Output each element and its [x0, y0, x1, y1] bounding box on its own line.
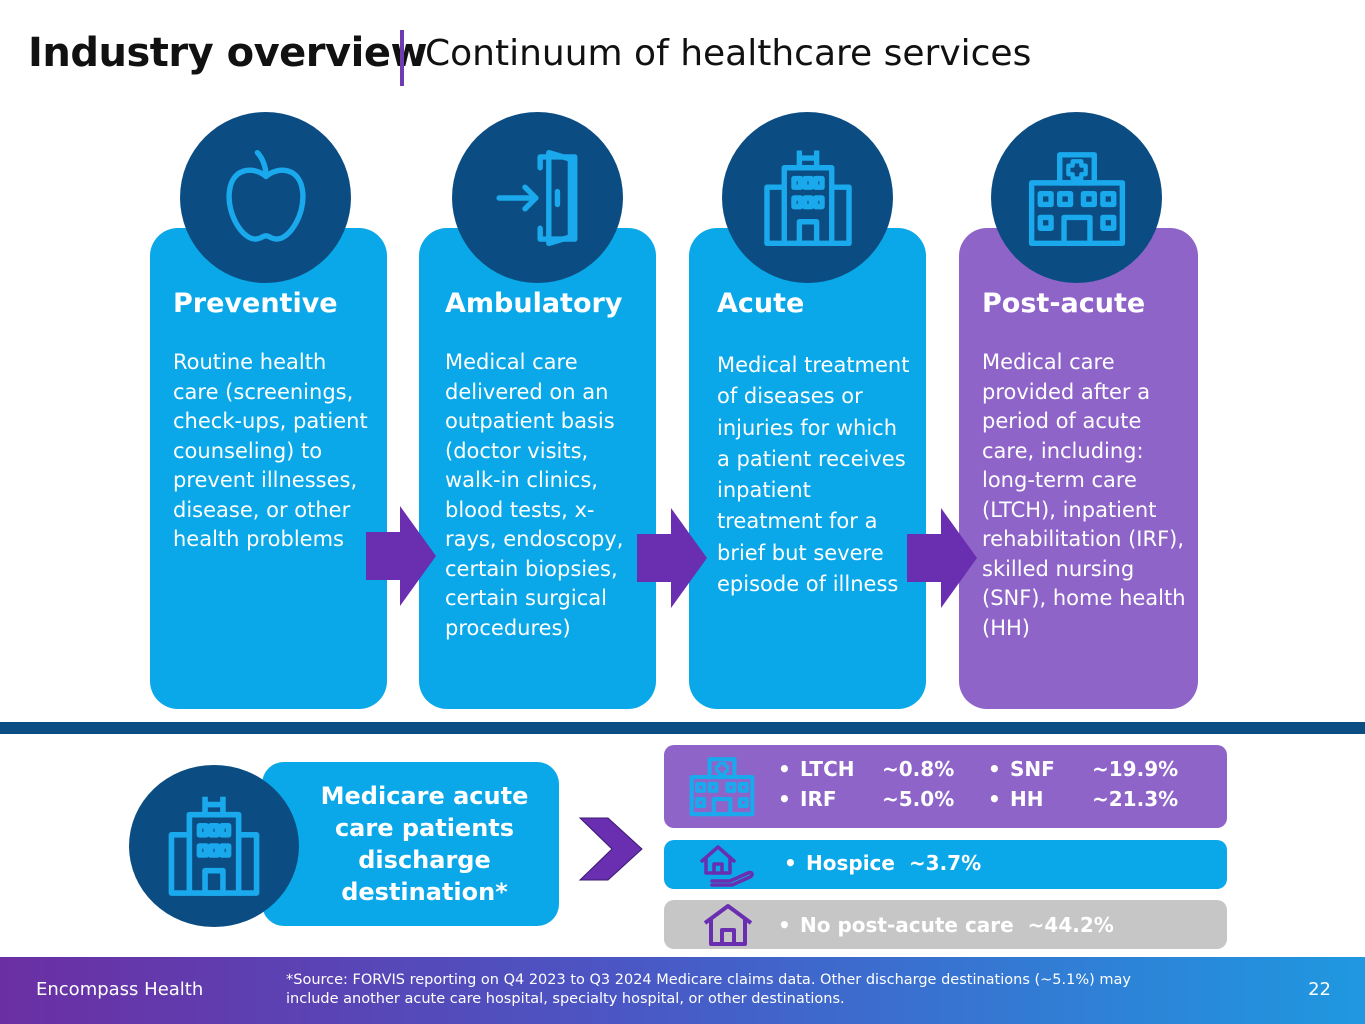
stat-ltch-value: ~0.8%: [882, 757, 955, 781]
hospital-building-icon: [722, 112, 893, 283]
house-icon: [703, 904, 753, 946]
stat-ltch-label: LTCH: [778, 757, 854, 781]
page-subtitle: Continuum of healthcare services: [425, 33, 1032, 74]
hospital-building-icon: [129, 765, 299, 927]
card-title: Preventive: [173, 288, 338, 319]
page-title: Industry overview: [28, 30, 427, 76]
card-post-acute: Post-acute Medical care provided after a…: [959, 228, 1198, 709]
footer-bar: Encompass Health *Source: FORVIS reporti…: [0, 957, 1365, 1024]
arrow-right-icon: [637, 508, 707, 608]
footer-brand: Encompass Health: [36, 979, 204, 1000]
door-enter-icon: [452, 112, 623, 283]
card-title: Post-acute: [982, 288, 1146, 319]
card-description: Medical care provided after a period of …: [982, 350, 1186, 640]
card-title: Acute: [717, 288, 805, 319]
stat-hospice: Hospice ~3.7%: [784, 851, 981, 875]
card-description: Routine health care (screenings, check-u…: [173, 350, 368, 551]
card-preventive: Preventive Routine health care (screenin…: [150, 228, 387, 709]
chevron-right-icon: [578, 817, 643, 881]
stat-hh-label: HH: [988, 787, 1044, 811]
title-divider: [400, 30, 404, 86]
hospice-destination-box: Hospice ~3.7%: [664, 840, 1227, 889]
card-description: Medical care delivered on an outpatient …: [445, 350, 624, 640]
card-title: Ambulatory: [445, 288, 623, 319]
stat-no-post-acute: No post-acute care ~44.2%: [778, 913, 1114, 937]
hospice-house-hand-icon: [700, 845, 754, 887]
stat-hh-value: ~21.3%: [1092, 787, 1179, 811]
stat-snf-value: ~19.9%: [1092, 757, 1179, 781]
card-acute: Acute Medical treatment of diseases or i…: [689, 228, 926, 709]
footer-source-note: *Source: FORVIS reporting on Q4 2023 to …: [286, 972, 1132, 1007]
no-post-acute-box: No post-acute care ~44.2%: [664, 900, 1227, 949]
post-acute-destinations-box: LTCH ~0.8% IRF ~5.0% SNF ~19.9% HH ~21.3…: [664, 745, 1227, 828]
clinic-icon: [991, 112, 1162, 283]
clinic-icon: [689, 757, 755, 817]
section-divider: [0, 722, 1365, 734]
card-description: Medical treatment of diseases or injurie…: [717, 353, 910, 597]
stat-irf-label: IRF: [778, 787, 836, 811]
stat-irf-value: ~5.0%: [882, 787, 955, 811]
apple-icon: [180, 112, 351, 283]
arrow-right-icon: [907, 508, 977, 608]
card-ambulatory: Ambulatory Medical care delivered on an …: [419, 228, 656, 709]
arrow-right-icon: [366, 506, 436, 606]
medicare-label-text: Medicare acute care patients discharge d…: [320, 782, 529, 906]
medicare-discharge-label: Medicare acute care patients discharge d…: [262, 762, 559, 926]
page-number: 22: [1308, 979, 1331, 1000]
stat-snf-label: SNF: [988, 757, 1055, 781]
